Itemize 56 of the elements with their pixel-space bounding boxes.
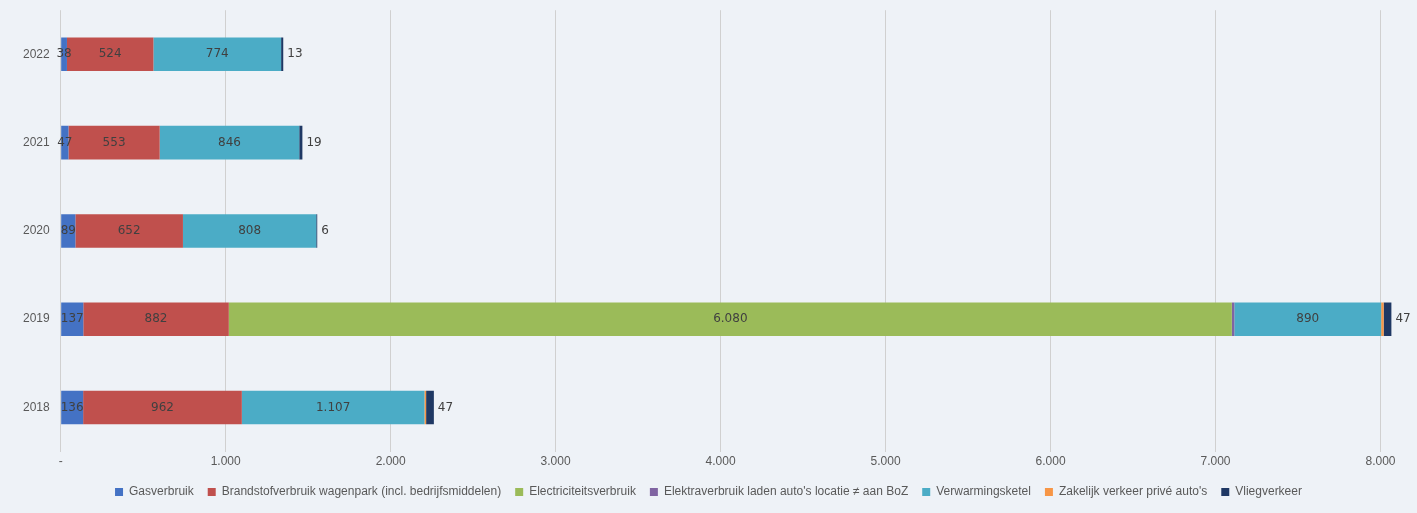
data-label: 808 (238, 223, 262, 238)
data-label: 47 (57, 134, 73, 149)
data-label: 136 (60, 399, 84, 414)
data-label: 19 (306, 134, 322, 149)
data-label: 553 (102, 134, 126, 149)
data-label: 774 (205, 46, 229, 61)
x-tick-label: 3.000 (540, 454, 571, 469)
y-tick-label: 2019 (22, 311, 51, 326)
legend-label: Gasverbruik (129, 484, 195, 499)
legend-label: Brandstofverbruik wagenpark (incl. bedrijfsmiddelen) (221, 484, 502, 499)
y-tick-label: 2018 (22, 399, 51, 414)
bar (1381, 302, 1384, 336)
data-label: 6.080 (713, 311, 748, 326)
x-tick-label: 1.000 (210, 454, 242, 469)
x-tick-label: 2.000 (375, 454, 406, 469)
data-label: 890 (1296, 311, 1320, 326)
x-tick-label: 7.000 (1200, 454, 1231, 469)
x-tick-label: 8.000 (1365, 454, 1396, 469)
bar (83, 390, 242, 425)
legend-label: Verwarmingsketel (936, 484, 1031, 499)
legend-label: Electriciteitsverbruik (529, 484, 637, 499)
bar (299, 125, 303, 160)
data-label: 652 (117, 223, 141, 238)
bar (182, 214, 317, 248)
x-tick-label: - (58, 454, 63, 469)
x-tick-label: 5.000 (870, 454, 901, 469)
bar (153, 37, 282, 72)
bar (159, 125, 300, 160)
data-label: 6 (321, 223, 329, 238)
y-tick-label: 2020 (22, 223, 51, 238)
data-label: 47 (1395, 311, 1411, 326)
bar (75, 214, 183, 248)
data-label: 882 (144, 311, 168, 326)
data-label: 13 (287, 46, 303, 61)
x-tick-label: 6.000 (1035, 454, 1066, 469)
legend-label: Vliegverkeer (1235, 484, 1302, 499)
data-label: 962 (151, 399, 174, 414)
data-label: 89 (60, 223, 76, 238)
bar (1383, 302, 1392, 336)
bar (426, 390, 434, 425)
data-label: 47 (437, 399, 454, 414)
x-tick-label: 4.000 (705, 454, 736, 469)
bar (1234, 302, 1382, 336)
y-tick-label: 2021 (22, 134, 51, 149)
data-label: 137 (60, 311, 84, 326)
legend-label: Elektraverbruik laden auto's locatie ≠ aan BoZ (663, 484, 909, 499)
bar (228, 302, 1232, 336)
bar (281, 37, 284, 72)
bar (83, 302, 229, 336)
legend-label: Zakelijk verkeer privé auto's (1058, 484, 1208, 499)
data-label: 1.107 (315, 399, 351, 414)
data-label: 524 (98, 46, 122, 61)
data-label: 846 (218, 134, 241, 149)
y-tick-label: 2022 (22, 46, 51, 61)
data-label: 38 (56, 46, 72, 61)
bar (241, 390, 425, 425)
